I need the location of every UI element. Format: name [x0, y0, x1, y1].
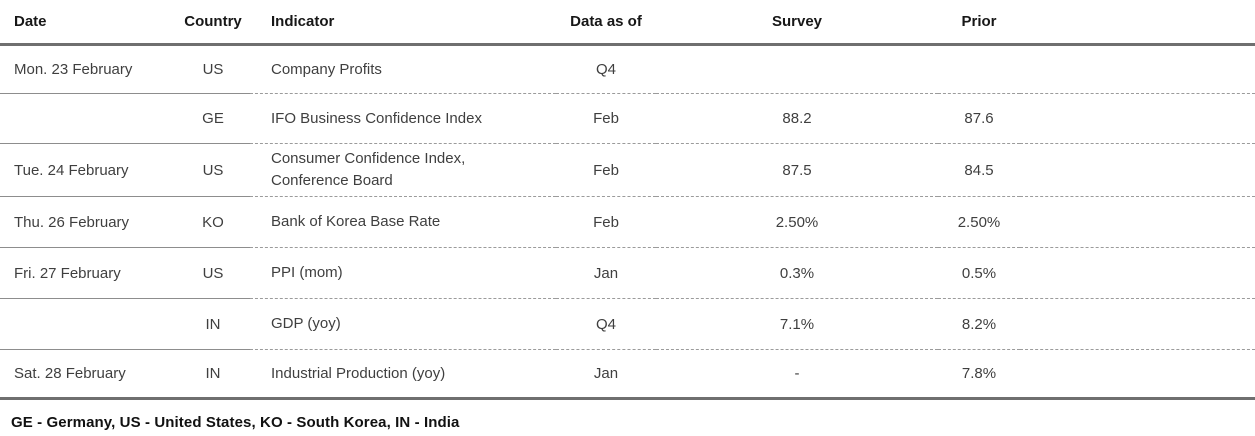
column-header-date: Date: [0, 0, 176, 46]
cell-prior: 2.50%: [938, 196, 1020, 248]
cell-indicator: PPI (mom): [250, 247, 556, 299]
cell-date: Thu. 26 February: [0, 196, 176, 248]
cell-date: [0, 298, 176, 350]
table-row: GE IFO Business Confidence Index Feb 88.…: [0, 93, 1255, 144]
cell-indicator: GDP (yoy): [250, 298, 556, 350]
column-header-survey: Survey: [656, 0, 938, 46]
column-header-data-as-of: Data as of: [556, 0, 656, 46]
cell-survey: 2.50%: [656, 196, 938, 248]
cell-data-as-of: Jan: [556, 247, 656, 299]
table-row: Sat. 28 February IN Industrial Productio…: [0, 349, 1255, 400]
cell-indicator: Consumer Confidence Index, Conference Bo…: [250, 143, 556, 197]
cell-prior: [938, 44, 1020, 94]
cell-date: Sat. 28 February: [0, 349, 176, 400]
cell-filler: [1020, 143, 1255, 197]
column-header-filler: [1020, 0, 1255, 46]
cell-country: KO: [176, 196, 250, 248]
cell-survey: 7.1%: [656, 298, 938, 350]
cell-filler: [1020, 44, 1255, 94]
cell-prior: 8.2%: [938, 298, 1020, 350]
header-row: Date Country Indicator Data as of Survey…: [0, 0, 1255, 46]
column-header-indicator: Indicator: [250, 0, 556, 46]
cell-filler: [1020, 298, 1255, 350]
cell-survey: -: [656, 349, 938, 400]
cell-country: IN: [176, 298, 250, 350]
cell-prior: 7.8%: [938, 349, 1020, 400]
cell-date: Fri. 27 February: [0, 247, 176, 299]
cell-country: IN: [176, 349, 250, 400]
cell-data-as-of: Feb: [556, 143, 656, 197]
cell-filler: [1020, 196, 1255, 248]
table-row: Tue. 24 February US Consumer Confidence …: [0, 143, 1255, 197]
cell-data-as-of: Q4: [556, 298, 656, 350]
cell-prior: 84.5: [938, 143, 1020, 197]
cell-indicator: Industrial Production (yoy): [250, 349, 556, 400]
cell-date: Tue. 24 February: [0, 143, 176, 197]
cell-country: US: [176, 247, 250, 299]
cell-filler: [1020, 93, 1255, 144]
legend-footnote: GE - Germany, US - United States, KO - S…: [11, 414, 460, 431]
column-header-country: Country: [176, 0, 250, 46]
table-row: Fri. 27 February US PPI (mom) Jan 0.3% 0…: [0, 247, 1255, 299]
cell-prior: 0.5%: [938, 247, 1020, 299]
table-row: Thu. 26 February KO Bank of Korea Base R…: [0, 196, 1255, 248]
economic-calendar-table: Date Country Indicator Data as of Survey…: [0, 0, 1255, 400]
cell-data-as-of: Feb: [556, 93, 656, 144]
cell-data-as-of: Q4: [556, 44, 656, 94]
cell-survey: 87.5: [656, 143, 938, 197]
cell-prior: 87.6: [938, 93, 1020, 144]
cell-country: GE: [176, 93, 250, 144]
cell-survey: 88.2: [656, 93, 938, 144]
cell-data-as-of: Feb: [556, 196, 656, 248]
table-row: Mon. 23 February US Company Profits Q4: [0, 44, 1255, 94]
cell-date: [0, 93, 176, 144]
cell-indicator: Company Profits: [250, 44, 556, 94]
cell-filler: [1020, 349, 1255, 400]
cell-data-as-of: Jan: [556, 349, 656, 400]
column-header-prior: Prior: [938, 0, 1020, 46]
cell-survey: [656, 44, 938, 94]
cell-country: US: [176, 44, 250, 94]
cell-indicator: Bank of Korea Base Rate: [250, 196, 556, 248]
cell-filler: [1020, 247, 1255, 299]
cell-survey: 0.3%: [656, 247, 938, 299]
cell-country: US: [176, 143, 250, 197]
cell-indicator: IFO Business Confidence Index: [250, 93, 556, 144]
cell-date: Mon. 23 February: [0, 44, 176, 94]
table-row: IN GDP (yoy) Q4 7.1% 8.2%: [0, 298, 1255, 350]
